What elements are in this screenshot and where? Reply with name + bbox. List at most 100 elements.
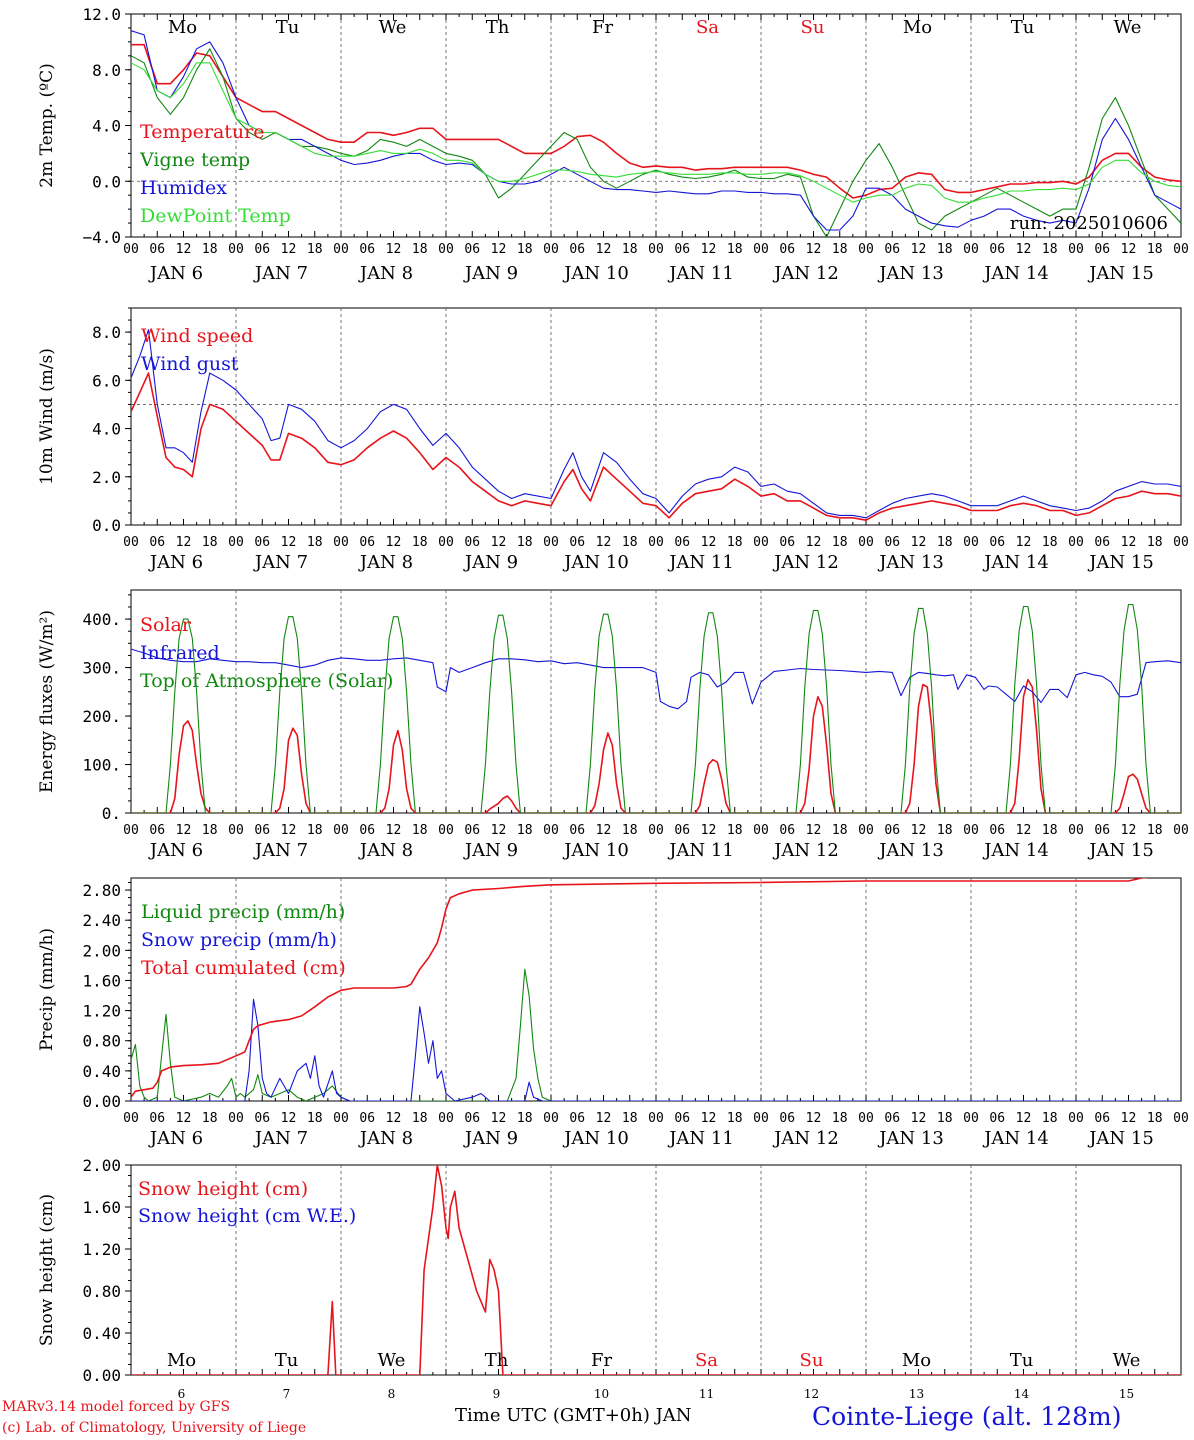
date-label: JAN 15: [1087, 552, 1154, 573]
hour-tick-label: 00: [963, 242, 979, 257]
weekday-label: We: [378, 1350, 406, 1371]
hour-tick-label: 06: [989, 823, 1005, 838]
date-label: JAN 6: [148, 263, 203, 284]
hour-tick-label: 18: [937, 242, 953, 257]
hour-tick-label: 06: [464, 1111, 480, 1126]
hour-tick-label: 18: [1042, 242, 1058, 257]
hour-tick-label: 06: [464, 535, 480, 550]
day-number-label: 8: [388, 1387, 396, 1401]
legend-entry: Temperature: [140, 121, 264, 143]
hour-tick-label: 18: [517, 242, 533, 257]
hour-tick-label: 12: [1121, 535, 1137, 550]
hour-tick-label: 06: [674, 1111, 690, 1126]
hour-tick-label: 18: [832, 823, 848, 838]
hour-tick-label: 06: [359, 535, 375, 550]
series-line-dewpoint-temp: [131, 62, 1181, 203]
hour-tick-label: 18: [937, 535, 953, 550]
y-tick-label: −4.0: [82, 228, 121, 247]
hour-tick-label: 00: [123, 535, 139, 550]
date-label: JAN 9: [463, 552, 518, 573]
y-tick-label: 0.80: [82, 1282, 121, 1301]
hour-tick-label: 18: [307, 823, 323, 838]
hour-tick-label: 18: [622, 1111, 638, 1126]
date-label: JAN 11: [667, 263, 734, 284]
hour-tick-label: 18: [937, 823, 953, 838]
hour-tick-label: 12: [806, 242, 822, 257]
day-number-label: 10: [594, 1387, 609, 1401]
panel-2: 0.0 2.0 4.0 6.0 8.0 10m Wind (m/s) 00 06 12 18 JAN…: [37, 307, 1189, 573]
hour-tick-label: 06: [149, 535, 165, 550]
station-name: Cointe-Liege (alt. 128m): [812, 1402, 1122, 1431]
hour-tick-label: 00: [333, 242, 349, 257]
hour-tick-label: 06: [254, 242, 270, 257]
hour-tick-label: 18: [1147, 242, 1163, 257]
y-tick-label: 4.0: [92, 420, 121, 439]
hour-tick-label: 00: [1173, 1111, 1189, 1126]
hour-tick-label: 12: [281, 242, 297, 257]
date-label: JAN 7: [253, 552, 308, 573]
lab-credit: (c) Lab. of Climatology, University of L…: [2, 1420, 307, 1436]
day-number-label: 7: [283, 1387, 291, 1401]
date-label: JAN 14: [982, 552, 1049, 573]
hour-tick-label: 00: [753, 1111, 769, 1126]
hour-tick-label: 18: [202, 823, 218, 838]
weekday-label: Su: [801, 17, 825, 38]
date-label: JAN 10: [562, 552, 629, 573]
date-label: JAN 13: [877, 1128, 944, 1149]
hour-tick-label: 00: [858, 823, 874, 838]
hour-tick-label: 18: [727, 823, 743, 838]
date-label: JAN 12: [772, 552, 839, 573]
hour-tick-label: 00: [228, 535, 244, 550]
day-number-label: 15: [1119, 1387, 1134, 1401]
y-tick-label: 2.0: [92, 468, 121, 487]
hour-tick-label: 00: [228, 242, 244, 257]
y-axis-title: 10m Wind (m/s): [37, 348, 57, 485]
hour-tick-label: 12: [281, 1111, 297, 1126]
hour-tick-label: 00: [648, 535, 664, 550]
hour-tick-label: 18: [622, 242, 638, 257]
hour-tick-label: 12: [386, 535, 402, 550]
hour-tick-label: 12: [806, 823, 822, 838]
hour-tick-label: 12: [911, 823, 927, 838]
date-label: JAN 8: [358, 263, 413, 284]
hour-tick-label: 18: [832, 535, 848, 550]
hour-tick-label: 12: [1121, 823, 1137, 838]
y-tick-label: 2.40: [82, 911, 121, 930]
date-label: JAN 9: [463, 263, 518, 284]
hour-tick-label: 06: [884, 242, 900, 257]
hour-tick-label: 06: [989, 1111, 1005, 1126]
y-axis-title: Precip (mm/h): [37, 928, 57, 1051]
day-number-label: 14: [1014, 1387, 1030, 1401]
hour-tick-label: 00: [543, 823, 559, 838]
y-tick-label: 1.60: [82, 971, 121, 990]
hour-tick-label: 12: [176, 1111, 192, 1126]
hour-tick-label: 12: [701, 1111, 717, 1126]
series-line-wind-speed: [131, 372, 1181, 522]
legend-entry: Total cumulated (cm): [141, 957, 346, 979]
y-axis-title: Snow height (cm): [37, 1194, 57, 1346]
hour-tick-label: 18: [937, 1111, 953, 1126]
date-label: JAN 15: [1087, 263, 1154, 284]
weekday-label: Th: [485, 1350, 509, 1371]
y-tick-label: 100.: [82, 756, 121, 775]
date-label: JAN 7: [253, 1128, 308, 1149]
date-label: JAN 8: [358, 1128, 413, 1149]
date-label: JAN 8: [358, 840, 413, 861]
weekday-label: Th: [486, 17, 510, 38]
date-label: JAN 6: [148, 1128, 203, 1149]
hour-tick-label: 12: [491, 823, 507, 838]
hour-tick-label: 18: [307, 535, 323, 550]
hour-tick-label: 00: [1173, 242, 1189, 257]
hour-tick-label: 06: [569, 242, 585, 257]
hour-tick-label: 18: [412, 823, 428, 838]
hour-tick-label: 06: [674, 823, 690, 838]
y-tick-label: 400.: [82, 610, 121, 629]
hour-tick-label: 00: [1068, 242, 1084, 257]
y-tick-label: 6.0: [92, 371, 121, 390]
hour-tick-label: 12: [281, 535, 297, 550]
series-line-top-of-atmosphere-solar: [131, 603, 1181, 813]
hour-tick-label: 18: [412, 535, 428, 550]
weekday-label: We: [379, 17, 407, 38]
legend-entry: Wind speed: [141, 325, 253, 347]
hour-tick-label: 00: [1068, 823, 1084, 838]
